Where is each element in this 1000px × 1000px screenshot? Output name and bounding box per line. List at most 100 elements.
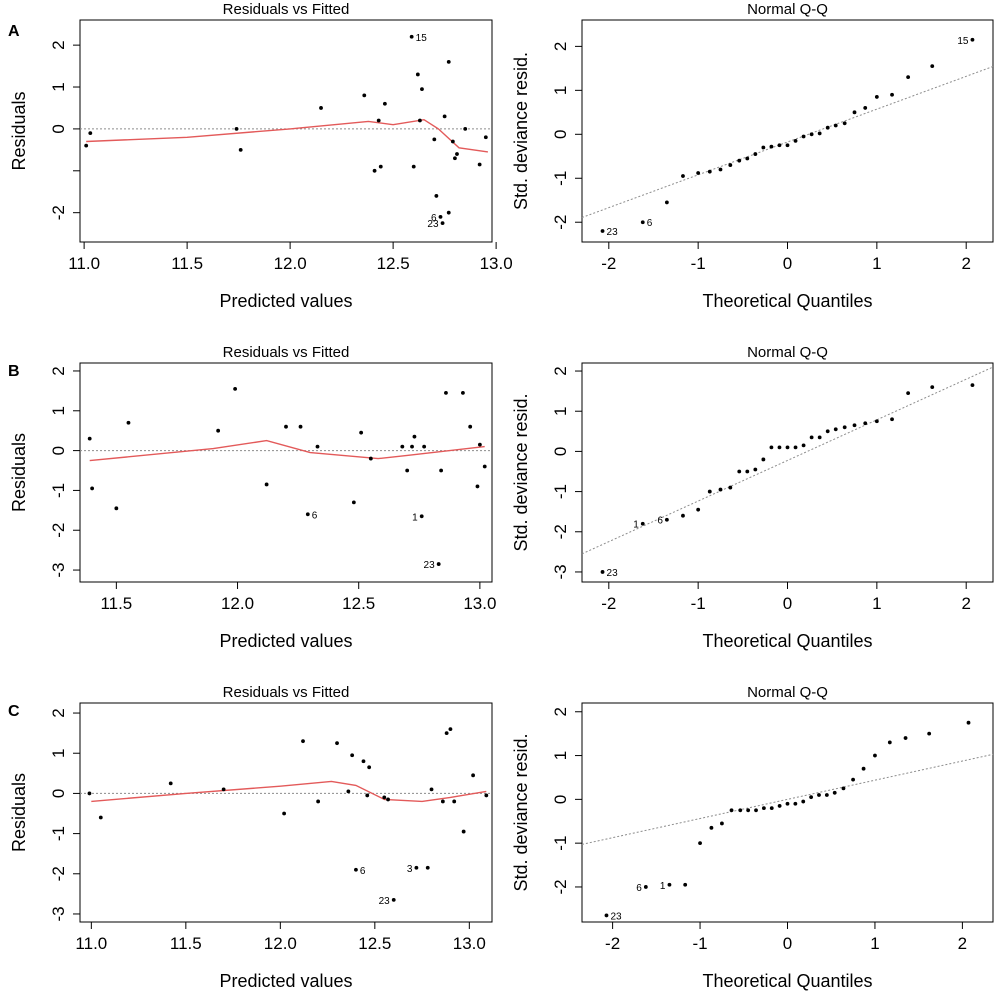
panel-a-qq-point-label: 15	[957, 36, 969, 47]
panel-b-residuals-x-tick-label: 12.0	[221, 594, 254, 613]
panel-c-residuals-plot-frame	[79, 702, 493, 923]
panel-c-residuals-data-point	[98, 815, 103, 820]
panel-a-residuals-data-point	[434, 194, 439, 198]
panel-c-residuals-x-tick-label: 13.0	[453, 934, 486, 953]
panel-b-qq-plot-frame	[581, 362, 994, 583]
panel-a-residuals-y-tick-label: -2	[49, 205, 68, 220]
panel-c-qq-data-point	[966, 720, 971, 725]
panel-c-residuals-data-point	[425, 865, 430, 870]
panel-b-qq-data-point	[664, 517, 669, 522]
panel-a-qq-x-tick-label: -1	[691, 254, 706, 273]
panel-a-qq-y-tick-label: 1	[551, 86, 570, 95]
panel-b-residuals-data-point	[284, 424, 288, 429]
panel-b-qq-data-point	[852, 423, 857, 428]
panel-a-residuals-data-point	[483, 135, 488, 140]
panel-c-residuals-data-point	[365, 793, 370, 798]
panel-a-qq-qq-reference-line	[581, 66, 994, 218]
panel-a-residuals-data-point	[453, 156, 457, 161]
panel-a-residuals-point-label: 6	[431, 213, 437, 224]
panel-b-qq-data-point	[753, 467, 758, 472]
panel-b-qq-data-point	[761, 457, 766, 462]
panel-c-residuals-x-axis-title: Predicted values	[219, 971, 352, 991]
panel-c-residuals-y-tick-label: 0	[49, 789, 68, 798]
panel-b-residuals-point-label: 6	[312, 510, 318, 521]
panel-c-qq-data-point	[720, 821, 724, 826]
panel-b-residuals-point-label: 23	[424, 560, 436, 571]
panel-b-qq-y-tick-label: 2	[551, 366, 570, 375]
panel-b-qq-data-point	[874, 419, 879, 424]
panel-b-qq-data-point	[801, 443, 806, 448]
panel-c-qq-data-point	[667, 882, 672, 887]
panel-a-residuals-x-tick-label: 11.5	[171, 254, 203, 273]
panel-b-residuals-x-tick-label: 11.5	[100, 594, 132, 613]
panel-a-residuals-point-label: 23	[427, 219, 439, 230]
panel-a-qq-data-point	[681, 174, 685, 178]
panel-a-residuals-plot-frame	[79, 19, 493, 243]
panel-a-qq-data-point	[825, 125, 830, 130]
panel-a-residuals-data-point	[372, 168, 377, 173]
panel-c-residuals-x-tick-label: 12.5	[358, 934, 391, 953]
panel-c-residuals-data-point	[414, 865, 419, 870]
panel-a-residuals-data-point	[477, 162, 482, 167]
panel-b-qq-x-tick-label: 2	[961, 594, 970, 613]
panel-c-qq-y-axis-title: Std. deviance resid.	[511, 733, 531, 891]
panel-b-qq-data-point	[737, 469, 742, 474]
panel-label-c: C	[8, 703, 20, 720]
panel-a-qq-plot-frame	[581, 19, 994, 243]
panel-c-qq-x-tick-label: -1	[692, 934, 707, 953]
panel-b-qq-x-tick-label: -2	[601, 594, 616, 613]
panel-b-residuals-y-tick-label: -3	[49, 562, 68, 577]
panel-a-residuals-data-point	[238, 147, 243, 152]
panel-c-residuals-data-point	[484, 793, 489, 798]
panel-a-residuals-data-point	[411, 164, 416, 169]
panel-c-qq-data-point	[809, 795, 814, 800]
panel-b-qq-data-point	[833, 427, 838, 432]
panel-b-qq-data-point	[970, 383, 975, 388]
panel-b-qq-y-tick-label: 1	[551, 406, 570, 415]
panel-a-qq-data-point	[777, 143, 782, 148]
panel-b-qq-data-point	[817, 435, 822, 440]
panel-b-residuals-data-point	[368, 456, 373, 461]
panel-c-qq-y-tick-label: -1	[551, 836, 570, 851]
panel-b-residuals-x-tick-label: 12.5	[342, 594, 375, 613]
panel-label-a: A	[8, 23, 20, 40]
panel-b-qq-data-point	[906, 391, 911, 396]
panel-b-residuals-data-point	[422, 444, 427, 449]
panel-a-qq-data-point	[600, 229, 605, 233]
panel-c-qq-data-point	[873, 753, 877, 758]
panel-b-residuals-data-point	[87, 436, 92, 441]
panel-b-qq-y-tick-label: 0	[551, 447, 570, 456]
panel-c-residuals-data-point	[367, 765, 372, 770]
panel-c-qq-x-axis-title: Theoretical Quantiles	[702, 971, 872, 991]
panel-a-residuals-y-tick-label: 2	[49, 40, 68, 49]
panel-b-residuals-plot-frame	[79, 362, 493, 583]
panel-c-qq-data-point	[903, 736, 908, 740]
panel-c-qq-data-point	[709, 825, 714, 830]
panel-a-residuals-x-tick-label: 13.0	[480, 254, 513, 273]
panel-a-residuals-x-tick-label: 12.0	[274, 254, 307, 273]
panel-a-qq-data-point	[833, 123, 838, 128]
panel-a-qq-data-point	[817, 131, 822, 136]
panel-a-qq-y-tick-label: -1	[551, 171, 570, 186]
panel-a-qq-data-point	[664, 200, 669, 205]
panel-a-residuals-data-point	[362, 93, 367, 98]
panel-c-residuals-y-axis-title: Residuals	[9, 773, 29, 852]
panel-c-residuals-data-point	[429, 787, 434, 792]
panel-c-residuals-y-tick-label: 2	[49, 708, 68, 717]
panel-b-qq-qq-reference-line	[581, 366, 994, 555]
panel-c-residuals-data-point	[350, 753, 355, 758]
panel-c-qq-data-point	[841, 786, 846, 791]
panel-b-residuals-data-point	[264, 482, 269, 487]
panel-c-residuals-data-point	[391, 897, 396, 902]
panel-b-qq-point-label: 1	[633, 520, 639, 531]
panel-b-residuals-data-point	[305, 512, 310, 517]
panel-c-residuals-x-tick-label: 11.5	[170, 934, 202, 953]
panel-c-residuals-point-label: 6	[360, 866, 366, 877]
panel-a-qq-data-point	[785, 143, 790, 148]
panel-b-qq-data-point	[890, 417, 894, 422]
panel-a-qq-data-point	[801, 134, 806, 139]
panel-b-qq-data-point	[785, 445, 790, 450]
panel-b-residuals-smooth-line	[89, 439, 485, 462]
panel-b-residuals-data-point	[315, 444, 320, 449]
panel-b-qq-data-point	[777, 445, 782, 450]
